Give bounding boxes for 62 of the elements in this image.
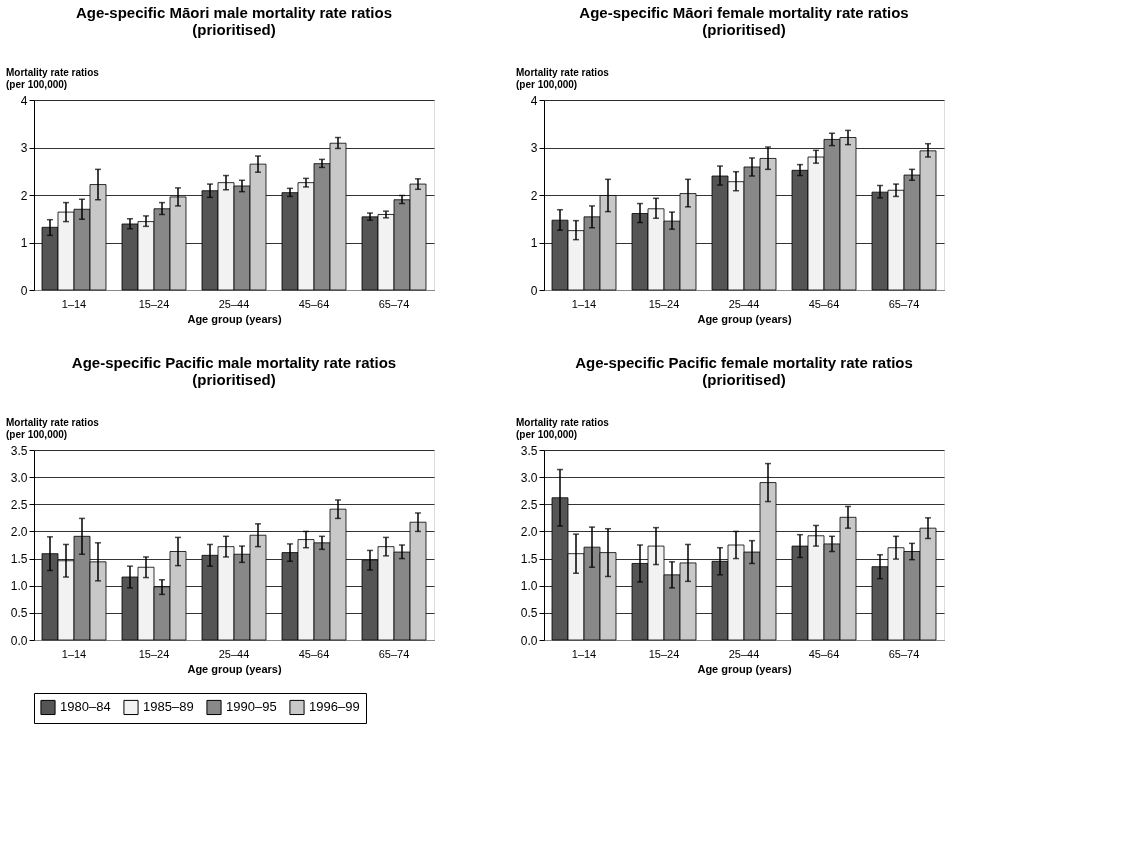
- x-axis-title: Age group (years): [697, 312, 792, 325]
- y-tick-label: 1.0: [520, 579, 538, 594]
- legend-label: 1996–99: [309, 699, 360, 715]
- y-tick-label: 1: [530, 236, 538, 250]
- x-tick-label: 25–44: [728, 297, 760, 310]
- y-tick-label: 1.5: [10, 552, 28, 567]
- x-tick-label: 65–74: [378, 647, 410, 660]
- y-tick-label: 3.5: [10, 443, 28, 458]
- legend-label: 1980–84: [60, 699, 111, 715]
- x-axis-title: Age group (years): [187, 662, 282, 675]
- y-tick-label: 0.5: [10, 606, 28, 621]
- y-tick-label: 0.5: [520, 606, 538, 621]
- x-tick-label: 45–64: [298, 647, 330, 660]
- chart-title: Age-specific Pacific female mortality rate ratios (prioritised): [575, 354, 913, 388]
- x-tick-label: 1–14: [61, 297, 87, 310]
- chart-title: Age-specific Pacific male mortality rate ratios (prioritised): [71, 354, 397, 388]
- x-tick-label: 65–74: [888, 647, 920, 660]
- y-axis-title: Mortality rate ratios (per 100,000): [516, 417, 610, 440]
- x-tick-label: 15–24: [648, 297, 680, 310]
- legend-label: 1990–95: [226, 699, 277, 715]
- legend-label: 1985–89: [143, 699, 194, 715]
- y-tick-label: 2.5: [10, 497, 28, 512]
- y-tick-label: 0.0: [520, 633, 538, 648]
- y-tick-label: 0: [20, 283, 28, 298]
- y-tick-label: 0: [530, 283, 538, 298]
- y-tick-label: 3: [530, 141, 538, 155]
- y-tick-label: 4: [530, 93, 538, 108]
- y-tick-label: 2.5: [520, 497, 538, 512]
- x-tick-label: 25–44: [218, 297, 250, 310]
- x-tick-label: 25–44: [728, 647, 760, 660]
- x-tick-label: 1–14: [571, 647, 597, 660]
- x-tick-label: 45–64: [298, 297, 330, 310]
- y-tick-label: 1.5: [520, 552, 538, 567]
- y-tick-label: 3.0: [10, 470, 28, 485]
- x-tick-label: 1–14: [571, 297, 597, 310]
- y-tick-label: 0.0: [10, 633, 28, 648]
- y-tick-label: 3.0: [520, 470, 538, 485]
- y-tick-label: 2.0: [520, 524, 538, 539]
- y-tick-label: 2.0: [10, 524, 28, 539]
- y-tick-label: 4: [20, 93, 28, 108]
- x-tick-label: 1–14: [61, 647, 87, 660]
- y-axis-title: Mortality rate ratios (per 100,000): [6, 67, 100, 90]
- y-axis-title: Mortality rate ratios (per 100,000): [516, 67, 610, 90]
- x-tick-label: 15–24: [138, 647, 170, 660]
- y-tick-label: 3: [20, 141, 28, 155]
- y-tick-label: 3.5: [520, 443, 538, 458]
- x-tick-label: 45–64: [808, 297, 840, 310]
- y-tick-label: 2: [20, 188, 28, 203]
- x-tick-label: 25–44: [218, 647, 250, 660]
- x-axis-title: Age group (years): [697, 662, 792, 675]
- x-axis-title: Age group (years): [187, 312, 282, 325]
- x-tick-label: 15–24: [138, 297, 170, 310]
- y-tick-label: 1.0: [10, 579, 28, 594]
- x-tick-label: 15–24: [648, 647, 680, 660]
- x-tick-label: 65–74: [888, 297, 920, 310]
- chart-title: Age-specific Māori male mortality rate ratios (prioritised): [76, 4, 392, 38]
- y-tick-label: 1: [20, 236, 28, 250]
- y-axis-title: Mortality rate ratios (per 100,000): [6, 417, 100, 440]
- y-tick-label: 2: [530, 188, 538, 203]
- chart-title: Age-specific Māori female mortality rate ratios (prioritised): [579, 4, 909, 38]
- x-tick-label: 45–64: [808, 647, 840, 660]
- x-tick-label: 65–74: [378, 297, 410, 310]
